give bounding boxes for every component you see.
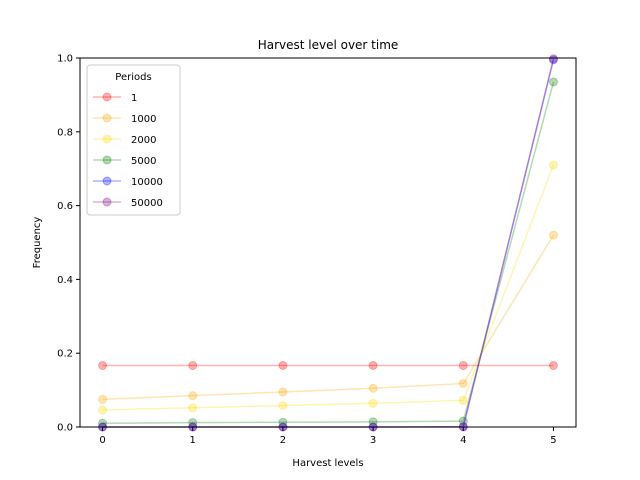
series-2000 [98,160,558,415]
y-axis-label: Frequency [32,217,43,269]
legend-marker [102,134,112,144]
data-point [278,387,288,397]
data-point [278,401,288,411]
data-point [548,77,558,87]
legend-entry: 1000 [93,113,156,125]
legend-entry: 10000 [93,176,163,188]
data-point [548,160,558,170]
x-tick-label: 4 [460,435,466,446]
legend-marker [102,155,112,165]
data-point [548,230,558,240]
legend-label: 1000 [131,114,156,125]
data-point [188,391,198,401]
series-line [102,81,555,425]
data-point [368,398,378,408]
legend-box [86,64,181,216]
y-axis: 0.0 0.2 0.4 0.6 0.8 1.0 [57,54,80,434]
plot-area [79,54,577,432]
x-tick-label: 3 [370,435,376,446]
legend-label: 5000 [131,156,156,167]
data-point [458,360,468,370]
legend-marker [102,113,112,123]
x-axis: 0 1 2 3 4 5 [99,427,557,446]
data-point [368,383,378,393]
legend-label: 10000 [131,177,163,188]
legend-label: 50000 [131,198,163,209]
data-point [368,417,378,427]
x-tick-label: 1 [190,435,196,446]
series-5000 [98,77,558,428]
x-tick-label: 5 [550,435,556,446]
legend-entries: 1 1000 2000 5000 10000 50000 [93,92,163,209]
legend-label: 2000 [131,135,156,146]
x-tick-label: 0 [99,435,105,446]
data-point [278,417,288,427]
data-point [98,360,108,370]
series-line [102,234,555,401]
legend-marker [102,197,112,207]
x-axis-label: Harvest levels [292,458,363,469]
y-tick-label: 0.0 [57,423,73,434]
legend-marker [102,176,112,186]
y-tick-label: 0.6 [57,201,73,212]
data-point [188,360,198,370]
data-point [368,360,378,370]
series-1000 [98,230,558,404]
series-1 [98,360,558,370]
legend-marker [102,92,112,102]
y-tick-label: 0.8 [57,127,73,138]
data-point [98,394,108,404]
data-point [458,395,468,405]
legend-entry: 1 [93,92,137,104]
series-line [102,164,555,411]
y-tick-label: 0.2 [57,349,73,360]
data-point [278,360,288,370]
x-tick-label: 2 [280,435,286,446]
legend-entry: 5000 [93,155,156,167]
legend: Periods 1 1000 2000 5000 10000 50000 [86,64,181,216]
legend-entry: 50000 [93,197,163,209]
legend-label: 1 [131,93,137,104]
data-point [548,360,558,370]
chart-title: Harvest level over time [258,38,399,52]
y-tick-label: 0.4 [57,275,73,286]
plot-frame [79,57,577,428]
data-point [548,54,558,64]
y-tick-label: 1.0 [57,54,73,65]
data-point [458,378,468,388]
data-point [458,416,468,426]
legend-entry: 2000 [93,134,156,146]
legend-title: Periods [115,72,151,83]
data-point [188,403,198,413]
data-point [98,405,108,415]
